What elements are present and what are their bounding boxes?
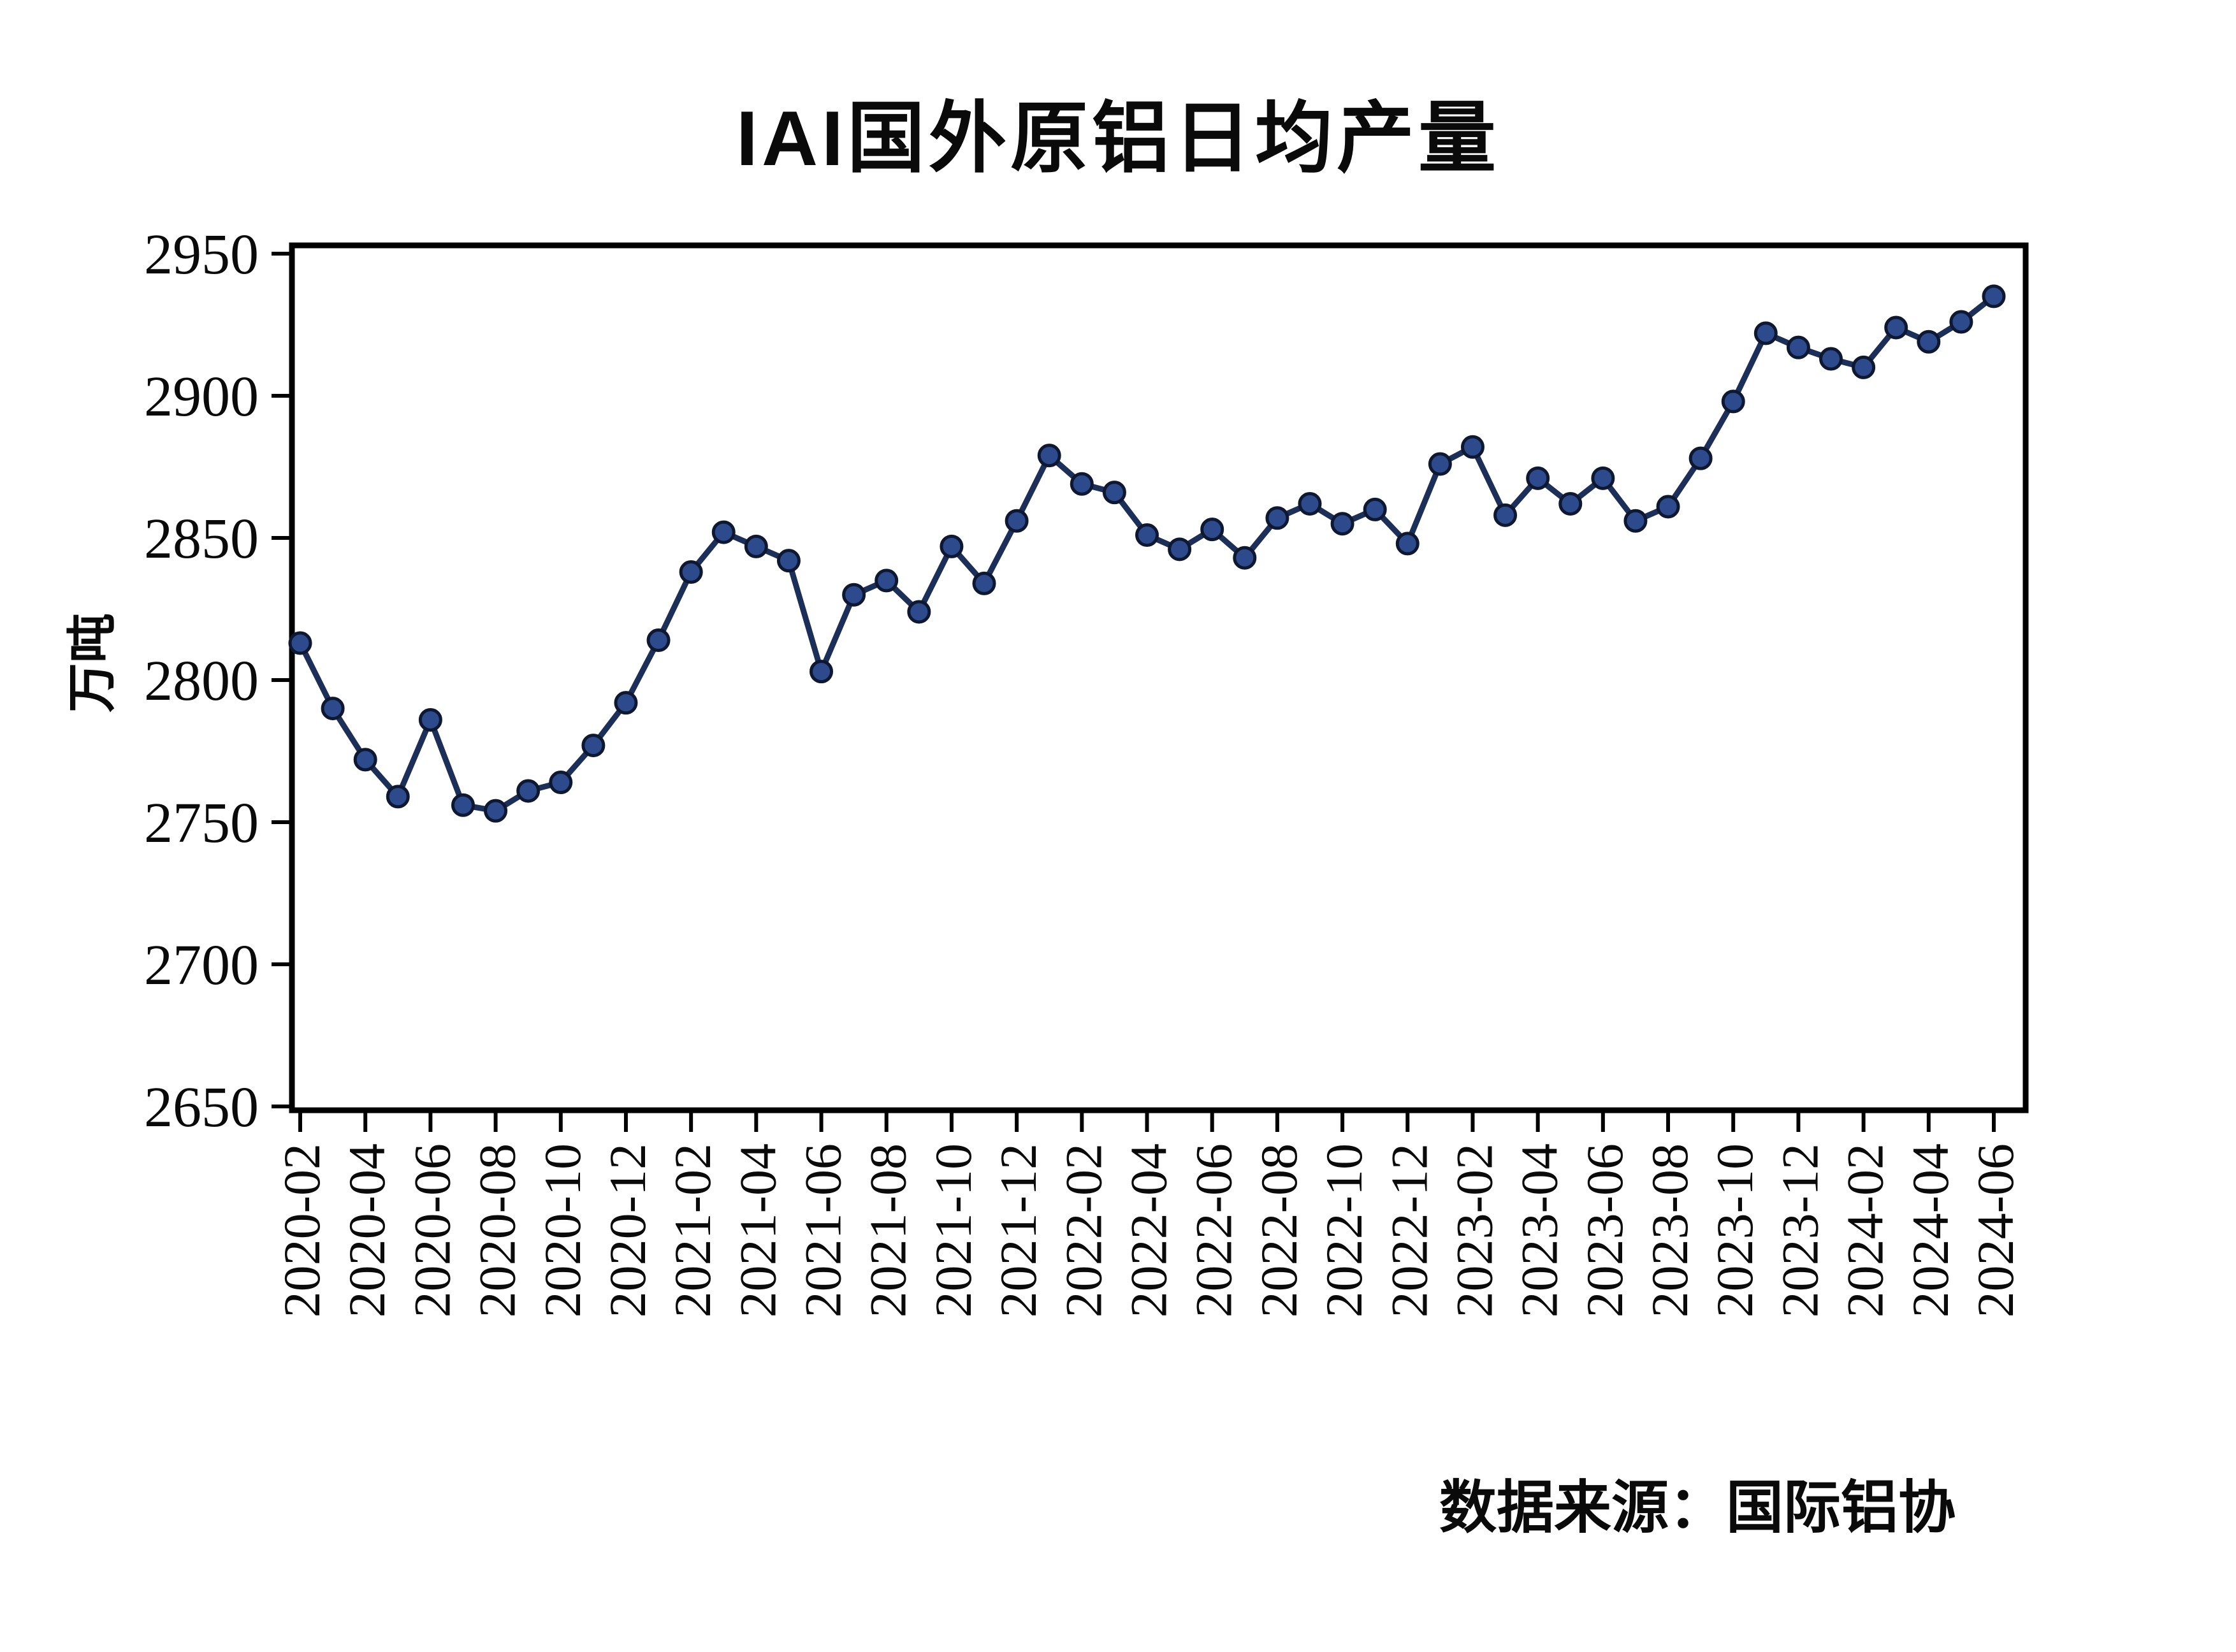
- data-point: [418, 707, 442, 732]
- data-point: [1526, 466, 1550, 490]
- x-tick-label: 2024-02: [1836, 1143, 1894, 1317]
- data-point: [484, 799, 508, 823]
- data-point: [809, 660, 834, 684]
- data-point: [1265, 506, 1289, 530]
- x-tick-label: 2022-02: [1054, 1143, 1112, 1317]
- data-point: [1884, 315, 1908, 340]
- data-point: [1200, 518, 1224, 542]
- x-tick-label: 2021-06: [794, 1143, 852, 1317]
- data-point: [711, 520, 736, 544]
- x-tick-label: 2024-06: [1966, 1143, 2024, 1317]
- x-tick-label: 2020-10: [534, 1143, 592, 1317]
- data-point: [1591, 466, 1615, 490]
- data-point: [1949, 310, 1973, 334]
- data-point: [1168, 537, 1192, 562]
- data-point: [1363, 497, 1387, 521]
- y-tick-label: 2700: [144, 934, 259, 997]
- data-point: [321, 697, 345, 721]
- data-point: [1558, 491, 1583, 516]
- x-tick-label: 2020-12: [599, 1143, 657, 1317]
- data-point: [744, 534, 768, 558]
- data-point: [1819, 347, 1843, 371]
- data-point: [1330, 512, 1354, 536]
- data-point: [679, 560, 703, 584]
- data-point: [451, 793, 475, 817]
- x-tick-label: 2021-12: [989, 1143, 1047, 1317]
- data-point: [842, 583, 866, 607]
- chart-title: IAI国外原铝日均产量: [736, 95, 1500, 182]
- data-point: [1852, 355, 1876, 379]
- data-point: [1982, 284, 2006, 308]
- x-tick-label: 2023-12: [1771, 1143, 1829, 1317]
- x-tick-label: 2020-08: [468, 1143, 526, 1317]
- y-tick-label: 2900: [144, 365, 259, 428]
- x-tick-label: 2022-10: [1315, 1143, 1373, 1317]
- data-point: [386, 785, 410, 809]
- data-point: [581, 734, 606, 758]
- data-point: [1102, 481, 1126, 505]
- data-point: [1395, 532, 1419, 556]
- data-point: [875, 569, 899, 593]
- data-point: [1460, 435, 1485, 459]
- data-point: [1623, 509, 1648, 533]
- y-tick-label: 2850: [144, 507, 259, 570]
- data-point: [516, 779, 541, 803]
- data-point: [907, 600, 931, 624]
- data-point: [614, 691, 638, 715]
- x-tick-label: 2023-02: [1445, 1143, 1503, 1317]
- data-point: [776, 549, 801, 573]
- x-tick-label: 2023-06: [1576, 1143, 1634, 1317]
- data-point: [1786, 335, 1810, 359]
- data-point: [1233, 546, 1257, 570]
- data-point: [1135, 523, 1159, 547]
- x-tick-label: 2020-04: [338, 1143, 396, 1317]
- x-tick-label: 2022-08: [1250, 1143, 1308, 1317]
- data-source-caption: 数据来源：国际铝协: [1439, 1476, 1956, 1540]
- data-point: [1917, 330, 1941, 354]
- y-tick-label: 2800: [144, 649, 259, 713]
- x-tick-label: 2021-10: [924, 1143, 982, 1317]
- data-point: [1721, 389, 1745, 414]
- data-point: [1070, 472, 1094, 496]
- data-point: [1656, 495, 1680, 519]
- x-tick-label: 2020-02: [273, 1143, 331, 1317]
- data-point: [972, 571, 996, 595]
- data-point: [1005, 509, 1029, 533]
- data-point: [549, 771, 573, 795]
- x-tick-label: 2020-06: [403, 1143, 461, 1317]
- data-point: [1493, 503, 1518, 527]
- data-point: [646, 628, 671, 653]
- data-point: [1428, 452, 1452, 476]
- data-point: [288, 631, 312, 655]
- x-tick-label: 2022-04: [1120, 1143, 1178, 1317]
- x-tick-label: 2022-06: [1185, 1143, 1243, 1317]
- y-tick-label: 2750: [144, 792, 259, 855]
- x-tick-label: 2021-04: [729, 1143, 787, 1317]
- y-tick-label: 2950: [144, 223, 259, 286]
- data-point: [940, 534, 964, 558]
- data-point: [353, 748, 377, 772]
- data-point: [1688, 446, 1713, 470]
- x-tick-label: 2021-02: [664, 1143, 722, 1317]
- data-point: [1037, 444, 1061, 468]
- x-tick-label: 2022-12: [1380, 1143, 1438, 1317]
- x-tick-label: 2024-04: [1901, 1143, 1959, 1317]
- plot-box: [289, 242, 2029, 1113]
- x-tick-label: 2023-08: [1641, 1143, 1699, 1317]
- x-tick-label: 2023-10: [1706, 1143, 1764, 1317]
- x-tick-label: 2021-08: [859, 1143, 917, 1317]
- series-line: [297, 293, 1997, 814]
- data-point: [1298, 491, 1322, 516]
- y-tick-label: 2650: [144, 1076, 259, 1139]
- data-point: [1753, 321, 1778, 345]
- x-tick-label: 2023-04: [1511, 1143, 1569, 1317]
